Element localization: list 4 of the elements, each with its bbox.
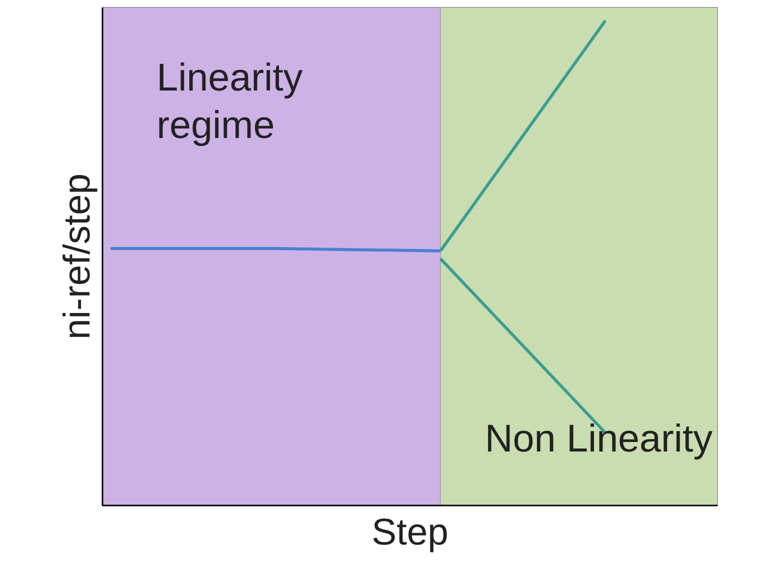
annotation: Non Linearity	[484, 418, 714, 461]
y-axis-title: ni-ref/step	[56, 174, 98, 340]
x-axis-title: Step	[372, 510, 448, 552]
annotation: Linearity regime	[156, 56, 304, 147]
